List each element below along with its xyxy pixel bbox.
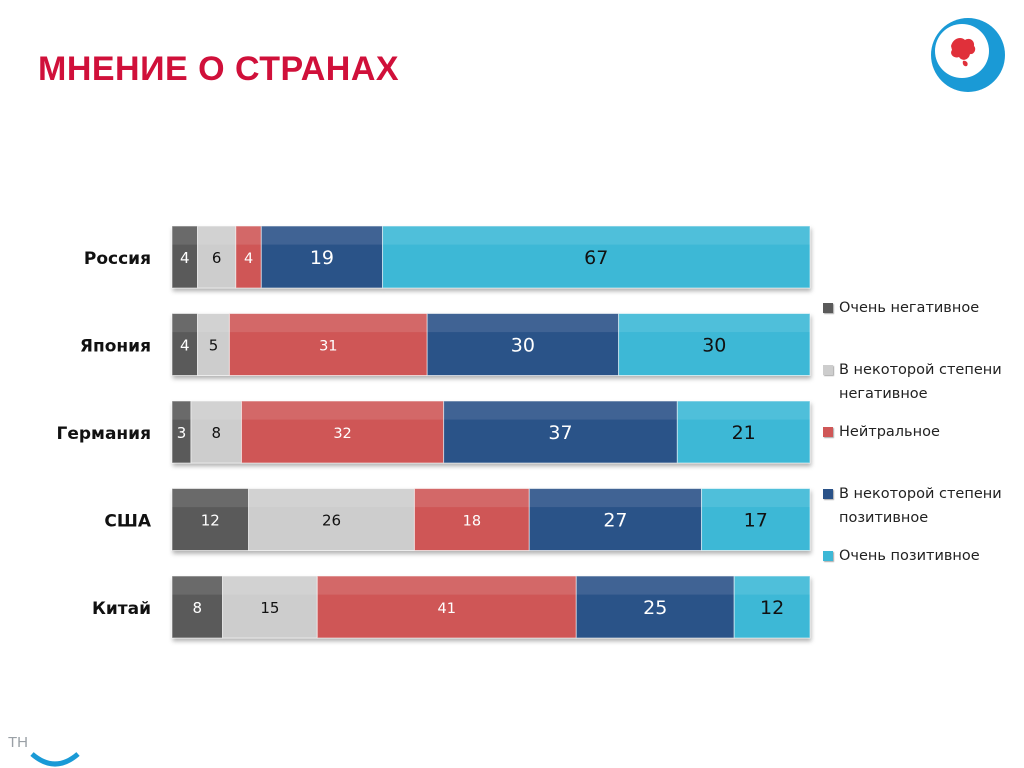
- bar-highlight: [317, 576, 577, 595]
- data-label: 5: [209, 337, 219, 355]
- bar-highlight: [197, 313, 230, 333]
- bar-highlight: [576, 576, 735, 595]
- bar-highlight: [677, 401, 810, 420]
- page-title: МНЕНИЕ О СТРАНАХ: [38, 50, 400, 88]
- bar-group: [171, 488, 811, 551]
- data-label: 8: [211, 424, 221, 442]
- bar-highlight: [261, 226, 383, 245]
- bar-highlight: [229, 313, 428, 333]
- footer-logo-icon: [30, 752, 80, 767]
- data-label: 67: [584, 247, 608, 269]
- data-label: 31: [319, 339, 337, 355]
- legend-swatch: [823, 551, 833, 561]
- legend-item-4: В некоторой степени позитивное: [820, 482, 1002, 530]
- data-label: 37: [548, 422, 572, 444]
- bar-highlight: [172, 226, 198, 245]
- legend-swatch: [823, 303, 833, 313]
- legend-swatch: [823, 427, 833, 437]
- bar-highlight: [701, 488, 810, 508]
- legend-item-3: Нейтральное: [820, 420, 940, 444]
- legend-label: В некоторой степени: [839, 362, 1002, 378]
- data-label: 32: [333, 426, 351, 442]
- category-label: Япония: [80, 337, 151, 357]
- legend-item-5: Очень позитивное: [820, 544, 980, 568]
- data-label: 6: [212, 249, 222, 267]
- bar-highlight: [172, 401, 191, 420]
- bar-highlight: [172, 488, 249, 508]
- data-label: 12: [760, 597, 784, 619]
- data-label: 12: [201, 512, 220, 530]
- bar-highlight: [241, 401, 444, 420]
- legend-label: Очень негативное: [839, 300, 980, 316]
- data-label: 19: [310, 247, 334, 269]
- bar-highlight: [172, 313, 198, 333]
- data-label: 26: [322, 512, 341, 530]
- legend-swatch: [823, 365, 833, 375]
- bar-highlight: [248, 488, 415, 508]
- data-label: 41: [438, 601, 456, 617]
- legend-item-1: Очень негативное: [820, 296, 979, 320]
- data-label: 15: [260, 599, 279, 617]
- bar-group: [171, 575, 811, 639]
- bar-highlight: [172, 576, 223, 595]
- bar-group: [171, 225, 811, 289]
- data-label: 18: [463, 514, 481, 530]
- data-label: 4: [180, 249, 190, 267]
- bar-highlight: [382, 226, 810, 245]
- data-label: 17: [744, 510, 768, 532]
- data-label: 21: [732, 422, 756, 444]
- category-label: США: [104, 512, 151, 532]
- bar-group: [171, 400, 811, 464]
- legend-label: Нейтральное: [839, 424, 940, 440]
- bar-highlight: [197, 226, 236, 245]
- data-label: 4: [244, 251, 253, 267]
- data-label: 3: [177, 424, 187, 442]
- data-label: 30: [511, 335, 535, 357]
- data-label: 25: [643, 597, 667, 619]
- legend-label: позитивное: [839, 510, 929, 526]
- bar-highlight: [529, 488, 702, 508]
- legend-label: Очень позитивное: [839, 548, 980, 564]
- bar-highlight: [443, 401, 678, 420]
- data-label: 30: [702, 335, 726, 357]
- data-label: 4: [180, 337, 190, 355]
- legend-label: В некоторой степени: [839, 486, 1002, 502]
- data-label: 8: [192, 599, 202, 617]
- globe-logo-icon: [931, 18, 1005, 92]
- category-label: Россия: [84, 249, 151, 269]
- data-label: 27: [603, 510, 627, 532]
- legend-label: негативное: [839, 386, 928, 402]
- bar-highlight: [618, 313, 810, 333]
- legend-swatch: [823, 489, 833, 499]
- bar-highlight: [222, 576, 318, 595]
- category-label: Китай: [92, 599, 151, 619]
- legend-item-2: В некоторой степени негативное: [820, 358, 1002, 406]
- bar-highlight: [427, 313, 619, 333]
- bar-highlight: [414, 488, 530, 508]
- bar-highlight: [734, 576, 810, 595]
- category-label: Германия: [57, 424, 151, 444]
- bar-group: [171, 313, 811, 376]
- bar-highlight: [235, 226, 262, 245]
- bar-highlight: [190, 401, 242, 420]
- footer-text: TH: [8, 734, 28, 751]
